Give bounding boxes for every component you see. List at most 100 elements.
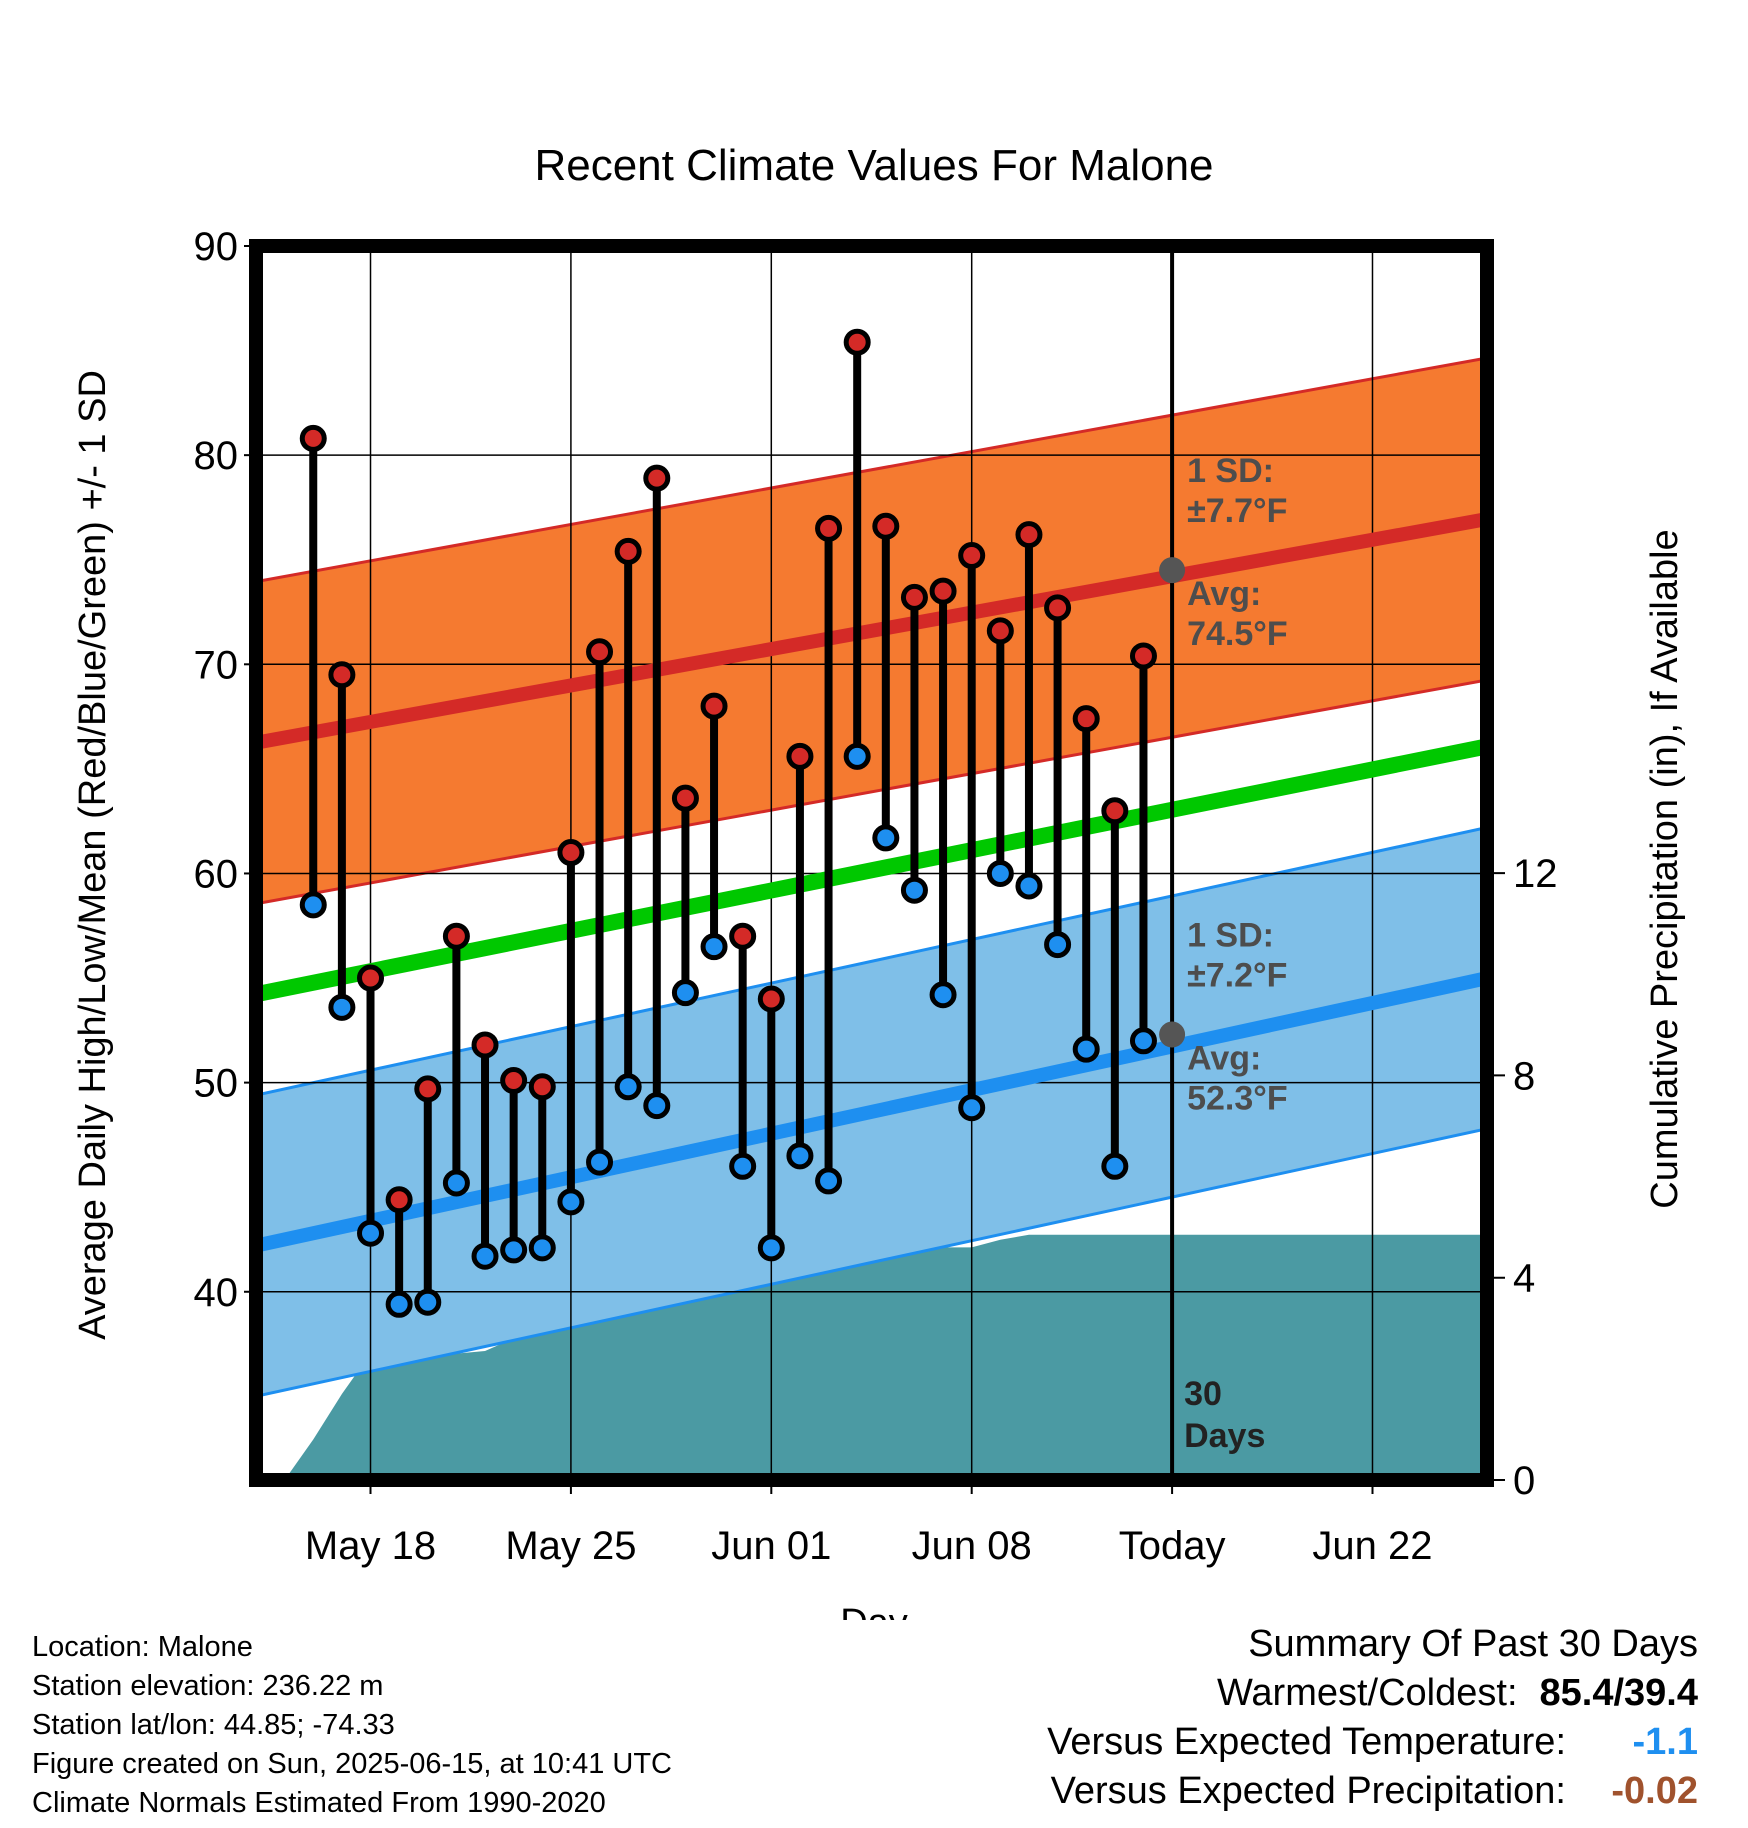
- daily-high-point: [872, 512, 900, 540]
- daily-low-point: [1072, 1035, 1100, 1063]
- normal-low-line: [256, 971, 1487, 1253]
- daily-low-point: [900, 876, 928, 904]
- daily-high-point: [757, 985, 785, 1013]
- daily-high-point: [986, 617, 1014, 645]
- info-created: Figure created on Sun, 2025-06-15, at 10…: [32, 1748, 672, 1780]
- info-normals: Climate Normals Estimated From 1990-2020: [32, 1787, 606, 1819]
- normal-mean-line: [256, 738, 1487, 1003]
- daily-high-point: [586, 638, 614, 666]
- daily-high-point: [385, 1186, 413, 1214]
- y-tick-label: 40: [194, 1271, 239, 1315]
- daily-low-point: [500, 1236, 528, 1264]
- station-info: Location: Malone Station elevation: 236.…: [32, 1628, 672, 1823]
- summary-temp: Versus Expected Temperature: -1.1: [1047, 1718, 1698, 1767]
- daily-high-point: [643, 464, 671, 492]
- x-axis-label: Day: [840, 1602, 908, 1620]
- daily-high-point: [1072, 705, 1100, 733]
- info-elevation: Station elevation: 236.22 m: [32, 1670, 384, 1702]
- y2-tick-label: 0: [1513, 1459, 1535, 1503]
- daily-low-point: [643, 1092, 671, 1120]
- y2-tick-label: 4: [1513, 1257, 1535, 1301]
- x-tick-label: May 18: [305, 1524, 436, 1568]
- daily-low-point: [357, 1219, 385, 1247]
- daily-high-point: [1101, 797, 1129, 825]
- daily-low-point: [1015, 872, 1043, 900]
- daily-high-point: [700, 692, 728, 720]
- daily-high-point: [557, 839, 585, 867]
- climate-chart: Recent Climate Values For Malone 1 SD: ±7…: [72, 141, 1686, 1620]
- daily-high-point: [614, 537, 642, 565]
- daily-high-point: [958, 542, 986, 570]
- daily-high-point: [843, 328, 871, 356]
- summary-precip: Versus Expected Precipitation: -0.02: [1047, 1767, 1698, 1816]
- y-tick-label: 60: [194, 852, 239, 896]
- daily-high-point: [786, 742, 814, 770]
- daily-high-point: [357, 964, 385, 992]
- y2-tick-label: 8: [1513, 1054, 1535, 1098]
- info-latlon: Station lat/lon: 44.85; -74.33: [32, 1709, 395, 1741]
- daily-high-point: [671, 784, 699, 812]
- plot-area: 1 SD: ±7.7°F Avg: 74.5°F 1 SD: ±7.2°F Avg: 52.3…: [256, 246, 1487, 1480]
- daily-high-point: [500, 1067, 528, 1095]
- daily-low-point: [528, 1234, 556, 1262]
- daily-low-point: [872, 824, 900, 852]
- daily-high-point: [729, 922, 757, 950]
- summary-panel: Summary Of Past 30 Days Warmest/Coldest:…: [1047, 1620, 1698, 1816]
- daily-low-point: [958, 1094, 986, 1122]
- daily-low-point: [671, 979, 699, 1007]
- precip-value: -0.02: [1611, 1770, 1698, 1812]
- daily-high-point: [471, 1031, 499, 1059]
- y2-axis-label: Cumulative Precipitation (in), If Availa…: [1644, 529, 1686, 1208]
- daily-low-point: [929, 981, 957, 1009]
- daily-low-point: [986, 859, 1014, 887]
- daily-low-point: [299, 891, 327, 919]
- daily-high-point: [299, 424, 327, 452]
- x-tick-label: Jun 08: [912, 1524, 1032, 1568]
- daily-low-point: [700, 933, 728, 961]
- daily-high-point: [1129, 642, 1157, 670]
- info-location: Location: Malone: [32, 1631, 253, 1663]
- x-tick-label: May 25: [505, 1524, 636, 1568]
- today-low-avg-marker: [1159, 1021, 1186, 1048]
- low-sd-band-upper: [256, 826, 1487, 1097]
- daily-low-point: [557, 1188, 585, 1216]
- high-sd-annotation: 1 SD: ±7.7°F: [1187, 452, 1287, 530]
- daily-high-point: [328, 661, 356, 689]
- axes: 40 50 60 70 80 90 0 4 8 12 May 18 May 25 Jun 01 Jun 0…: [194, 225, 1558, 1568]
- high-avg-annotation: Avg: 74.5°F: [1187, 575, 1288, 653]
- daily-high-point: [1044, 594, 1072, 622]
- precip-area: [284, 1234, 1487, 1480]
- y-tick-label: 50: [194, 1062, 239, 1106]
- chart-title: Recent Climate Values For Malone: [534, 141, 1213, 190]
- daily-low-point: [614, 1073, 642, 1101]
- high-sd-band-lower: [256, 678, 1487, 906]
- daily-low-point: [1101, 1152, 1129, 1180]
- y-tick-label: 80: [194, 434, 239, 478]
- summary-warmest: Warmest/Coldest: 85.4/39.4: [1047, 1669, 1698, 1718]
- window-days-label: 30 Days: [1184, 1375, 1265, 1455]
- daily-high-point: [442, 922, 470, 950]
- daily-high-point: [815, 514, 843, 542]
- plot-frame: [249, 239, 1494, 1487]
- low-sd-annotation: 1 SD: ±7.2°F: [1187, 917, 1287, 995]
- low-avg-annotation: Avg: 52.3°F: [1187, 1040, 1288, 1118]
- low-sd-band-lower: [256, 1127, 1487, 1398]
- x-tick-label: Jun 22: [1312, 1524, 1432, 1568]
- daily-low-point: [815, 1167, 843, 1195]
- daily-high-point: [929, 577, 957, 605]
- today-high-avg-marker: [1159, 557, 1186, 584]
- daily-low-point: [757, 1234, 785, 1262]
- daily-high-point: [528, 1073, 556, 1101]
- x-tick-label: Jun 01: [711, 1524, 831, 1568]
- y-axis-label: Average Daily High/Low/Mean (Red/Blue/Gr…: [72, 370, 114, 1340]
- daily-high-point: [900, 583, 928, 611]
- precip-label: Versus Expected Precipitation:: [1050, 1770, 1566, 1812]
- daily-low-point: [1044, 931, 1072, 959]
- temp-value: -1.1: [1632, 1721, 1698, 1763]
- daily-low-point: [843, 742, 871, 770]
- daily-low-point: [786, 1142, 814, 1170]
- y-tick-label: 70: [194, 643, 239, 687]
- daily-low-point: [385, 1290, 413, 1318]
- summary-title: Summary Of Past 30 Days: [1248, 1623, 1698, 1665]
- y2-tick-label: 12: [1513, 852, 1558, 896]
